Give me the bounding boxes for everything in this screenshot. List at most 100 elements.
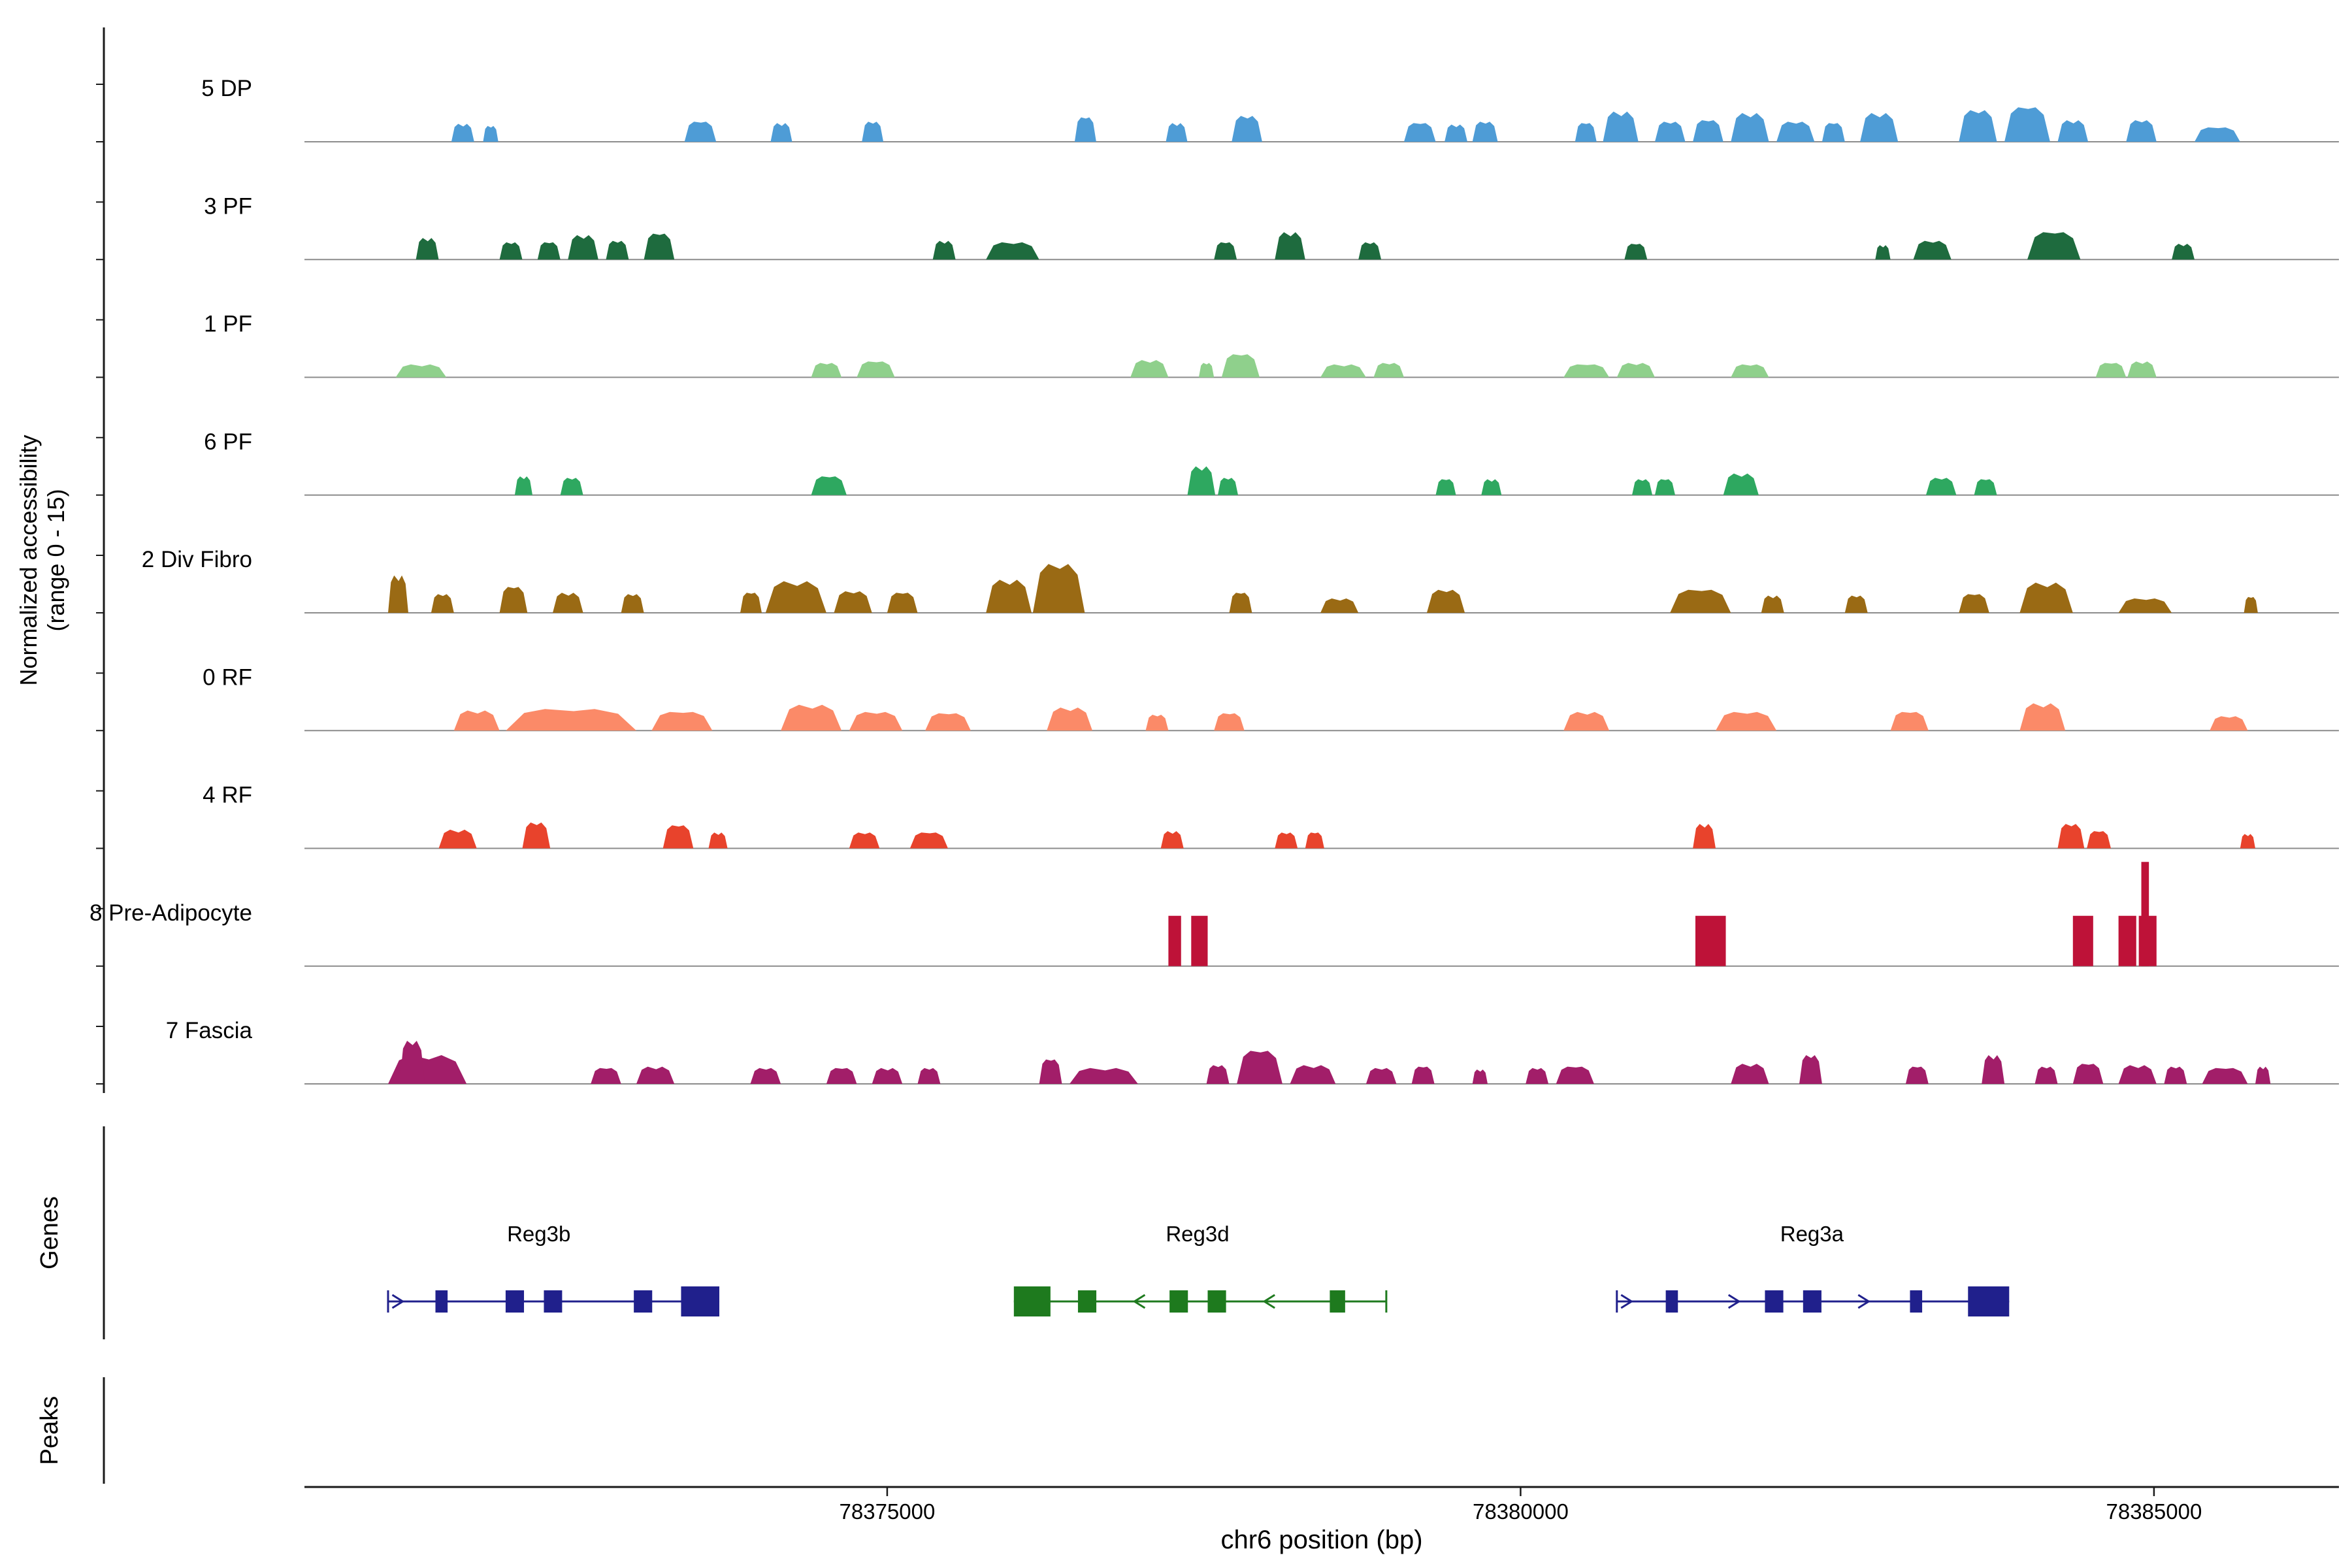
track-6-pf: 6 PF	[204, 429, 2339, 496]
coverage-peak	[1232, 116, 1262, 142]
coverage-peak	[1070, 1068, 1138, 1084]
coverage-peak	[1716, 711, 1777, 731]
coverage-peak	[1526, 1068, 1549, 1084]
coverage-peak	[2095, 363, 2127, 378]
coverage-peak	[451, 123, 474, 142]
coverage-peak	[1221, 354, 1260, 378]
coverage-peak	[872, 1068, 903, 1084]
coverage-peak	[1358, 242, 1382, 260]
gene-exon	[1665, 1290, 1678, 1313]
track-1-pf: 1 PF	[204, 312, 2339, 378]
coverage-peak	[1435, 479, 1456, 495]
coverage-peak	[1761, 595, 1784, 613]
coverage-peak	[553, 593, 583, 613]
gene-label-reg3a: Reg3a	[1780, 1222, 1844, 1246]
coverage-peak	[2118, 598, 2172, 613]
coverage-peak	[857, 361, 895, 378]
coverage-peak	[1032, 564, 1085, 613]
coverage-peak	[2244, 596, 2258, 613]
gene-exon	[1013, 1286, 1051, 1316]
x-tick-label: 78380000	[1473, 1499, 1569, 1524]
coverage-peak	[1575, 123, 1597, 142]
track-label-5-dp: 5 DP	[201, 76, 252, 101]
gene-exon	[1910, 1290, 1923, 1313]
coverage-peak	[662, 825, 694, 849]
coverage-peak	[1776, 122, 1815, 142]
coverage-peak	[1860, 113, 1899, 142]
coverage-peak	[1445, 124, 1467, 142]
coverage-peak	[514, 476, 532, 495]
coverage-peak	[388, 1055, 467, 1084]
coverage-peak	[2072, 1064, 2104, 1084]
coverage-peak	[568, 235, 598, 260]
coverage-peak	[651, 711, 713, 731]
coverage-peak	[1913, 240, 1952, 260]
coverage-peak	[2034, 1066, 2058, 1084]
coverage-peak	[1693, 120, 1723, 142]
peaks-section-label: Peaks	[36, 1396, 63, 1465]
coverage-peak	[2240, 834, 2255, 849]
track-label-4-rf: 4 RF	[203, 783, 252, 808]
coverage-peak	[834, 591, 872, 613]
coverage-peak	[2141, 862, 2149, 966]
coverage-peak	[1556, 1066, 1594, 1084]
coverage-peak	[499, 587, 528, 613]
coverage-peak	[416, 238, 439, 260]
coverage-peak	[1214, 713, 1245, 731]
coverage-peak	[1160, 831, 1184, 849]
coverage-peak	[591, 1068, 621, 1084]
coverage-peak	[1655, 122, 1686, 142]
coverage-peak	[438, 829, 477, 849]
coverage-peak	[909, 832, 948, 849]
coverage-peak	[1731, 1064, 1769, 1084]
gene-label-reg3d: Reg3d	[1166, 1222, 1229, 1246]
coverage-peak	[2195, 127, 2240, 142]
coverage-peak	[1168, 915, 1181, 966]
coverage-peak	[1693, 824, 1716, 849]
coverage-peak	[399, 1041, 425, 1084]
gene-reg3b: Reg3b	[387, 1222, 720, 1316]
coverage-peak	[499, 242, 523, 260]
strand-arrow-icon	[1857, 1294, 1871, 1309]
coverage-peak	[1191, 915, 1208, 966]
coverage-peak	[1373, 363, 1404, 378]
track-4-rf: 4 RF	[203, 783, 2339, 849]
coverage-peak	[750, 1068, 781, 1084]
x-tick-label: 78385000	[2106, 1499, 2202, 1524]
coverage-peak	[2118, 1065, 2157, 1084]
coverage-peak	[1305, 832, 1324, 849]
coverage-peak	[1563, 364, 1610, 378]
track-label-3-pf: 3 PF	[204, 193, 252, 219]
coverage-peak	[2019, 582, 2073, 613]
coverage-peak	[1799, 1055, 1822, 1084]
coverage-peak	[1723, 473, 1759, 495]
genes-section-label: Genes	[36, 1196, 63, 1269]
coverage-peak	[1695, 915, 1726, 966]
gene-label-reg3b: Reg3b	[507, 1222, 570, 1246]
coverage-peak	[636, 1066, 675, 1084]
coverage-peak	[644, 233, 675, 260]
coverage-peak	[1655, 479, 1675, 495]
coverage-peak	[932, 240, 956, 260]
coverage-peak	[2019, 703, 2066, 731]
coverage-peak	[1959, 594, 1989, 613]
gene-exon	[634, 1290, 653, 1313]
gene-reg3d: Reg3d	[1013, 1222, 1388, 1316]
track-label-2-div-fibro: 2 Div Fibro	[142, 547, 252, 572]
strand-arrow-icon	[391, 1294, 405, 1309]
coverage-peak	[781, 704, 842, 731]
coverage-peak	[2118, 915, 2136, 966]
coverage-peak	[1320, 364, 1366, 378]
track-label-1-pf: 1 PF	[204, 312, 252, 337]
coverage-peak	[1959, 110, 1997, 142]
coverage-peak	[2057, 824, 2085, 849]
strand-arrow-icon	[1262, 1294, 1275, 1309]
coverage-peak	[1074, 117, 1096, 142]
coverage-peak	[1731, 364, 1769, 378]
coverage-peak	[2004, 107, 2050, 142]
coverage-peak	[1237, 1051, 1282, 1084]
coverage-peak	[2027, 232, 2081, 260]
coverage-peak	[986, 580, 1032, 613]
coverage-peak	[1974, 479, 1997, 495]
